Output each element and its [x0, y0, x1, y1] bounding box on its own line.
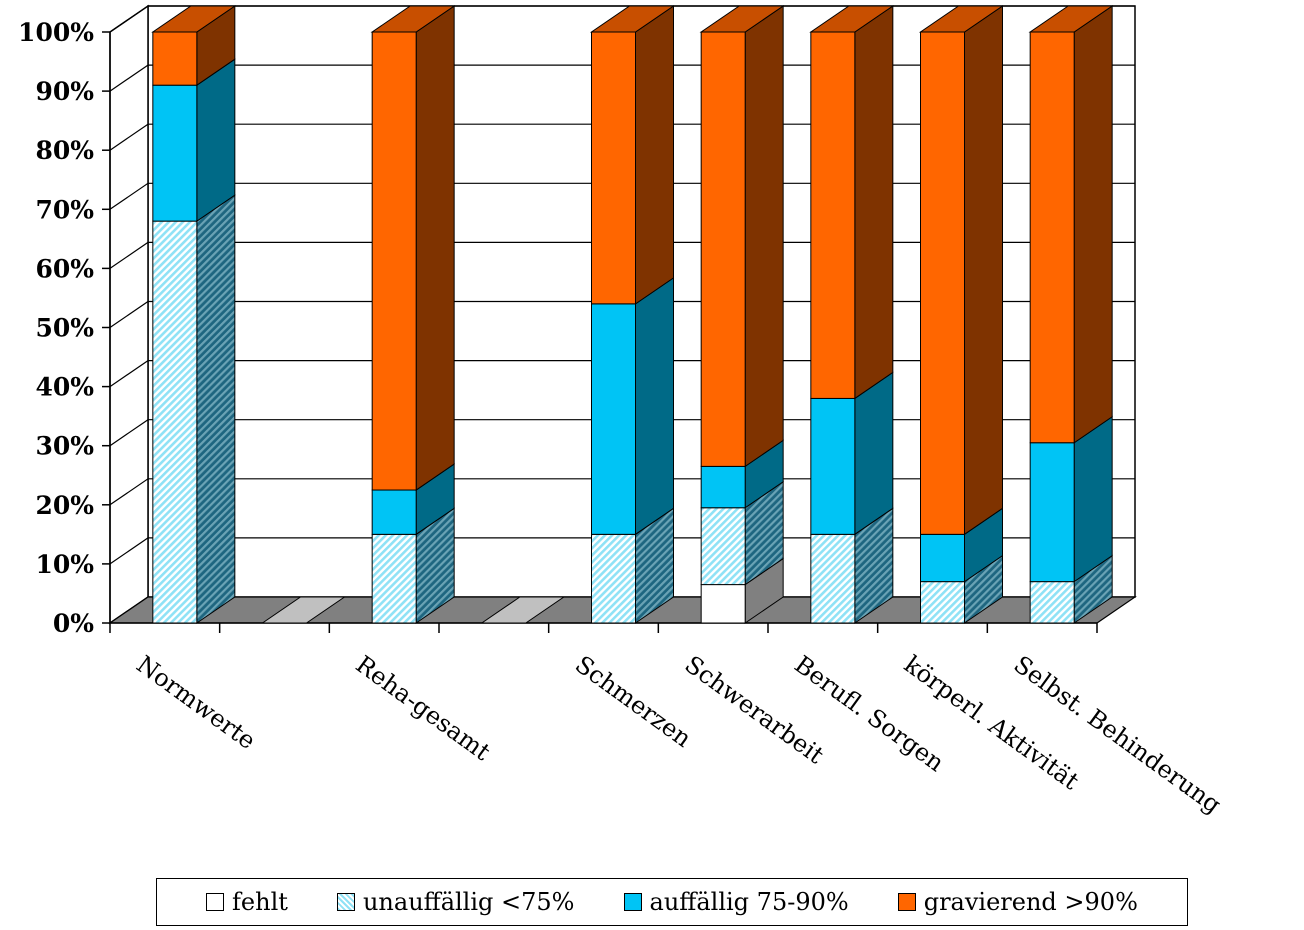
bar-segment-2 [591, 303, 636, 535]
y-axis-tick-labels: 0% 10% 20% 30% 40% 50% 60% 70% 80% 90% 100% [18, 18, 94, 638]
gridline [109, 300, 1135, 328]
bar-top [151, 5, 237, 33]
y-tick-label: 20% [35, 491, 94, 520]
bar-top [918, 5, 1005, 33]
legend-swatch-fehlt [206, 893, 225, 911]
bar-segment-3 [1029, 31, 1075, 444]
bar-top [699, 5, 785, 33]
bar-segment-1 [591, 533, 636, 624]
x-tick-label: Schmerzen [570, 650, 697, 753]
bar-segment-3 [810, 31, 856, 399]
y-tick-label: 100% [18, 18, 94, 47]
legend-item-gravierend: gravierend >90% [897, 888, 1138, 916]
bar-segment-1 [152, 220, 198, 624]
legend: fehlt unauffällig <75% auffällig 75-90% … [156, 878, 1188, 926]
bar-segment-2 [371, 489, 417, 535]
y-tick-label: 80% [35, 136, 94, 165]
bar-segment-3 [700, 31, 746, 467]
bar-segment-1 [1029, 581, 1075, 624]
legend-item-auffaellig: auffällig 75-90% [623, 888, 849, 916]
bar-segment-1 [920, 581, 965, 624]
x-tick-label: Normwerte [131, 650, 261, 755]
x-tick-label: Reha-gesamt [351, 650, 496, 766]
bar-segment-3 [591, 31, 636, 305]
bar-segment-2 [810, 397, 856, 535]
legend-swatch-auffaellig [623, 893, 642, 911]
y-tick-label: 40% [35, 373, 94, 402]
bar-side-3 [415, 5, 455, 491]
gridline [109, 123, 1135, 151]
gridline [109, 64, 1135, 92]
bar-side-2 [854, 371, 894, 536]
bar-segment-2 [700, 465, 746, 509]
bar-side-2 [196, 58, 236, 223]
x-axis-tick-labels: Normwerte Reha-gesamt SchmerzenSchwerarbei… [131, 650, 1226, 819]
y-tick-label: 10% [35, 550, 94, 579]
bar-side-3 [964, 5, 1003, 536]
bars [151, 5, 1114, 624]
gridline [109, 5, 1135, 33]
gridline [109, 537, 1135, 565]
y-tick-label: 70% [35, 195, 94, 224]
empty-bar-base [260, 596, 347, 624]
legend-label-auffaellig: auffällig 75-90% [649, 888, 849, 916]
bar-top [589, 5, 676, 33]
bar-top [809, 5, 895, 33]
bar-side-3 [744, 5, 784, 468]
bar-segment-1 [810, 533, 856, 624]
y-tick-label: 0% [53, 609, 94, 638]
gridline [109, 182, 1135, 210]
bar-segment-2 [920, 533, 965, 583]
gridline [109, 419, 1135, 447]
legend-item-unauffaellig: unauffällig <75% [336, 888, 575, 916]
stacked-bar-chart: 0% 10% 20% 30% 40% 50% 60% 70% 80% 90% 100% Normwe… [18, 4, 1226, 819]
gridlines [109, 5, 1135, 565]
bar-segment-2 [1029, 442, 1075, 583]
legend-label-gravierend: gravierend >90% [923, 888, 1138, 916]
gridline [109, 478, 1135, 506]
bar-side-1 [196, 194, 236, 624]
bar-segment-3 [920, 31, 965, 535]
bar-segment-1 [700, 507, 746, 586]
bar-side-3 [1073, 5, 1113, 444]
bar-side-2 [635, 276, 674, 536]
bar-segment-3 [371, 31, 417, 491]
bar-side-2 [1073, 415, 1113, 583]
bar-segment-2 [152, 84, 198, 222]
y-tick-label: 50% [35, 314, 94, 343]
bar-segment-1 [371, 533, 417, 624]
legend-swatch-unauffaellig [336, 893, 355, 911]
y-tick-label: 60% [35, 254, 94, 283]
bar-side-3 [854, 5, 894, 400]
bar-side-3 [635, 5, 674, 305]
y-tick-label: 30% [35, 432, 94, 461]
bar-top [370, 5, 456, 33]
y-tick-label: 90% [35, 77, 94, 106]
legend-label-unauffaellig: unauffällig <75% [362, 888, 575, 916]
bar-segment-3 [152, 31, 198, 86]
legend-label-fehlt: fehlt [232, 888, 288, 916]
bar-top [1028, 5, 1114, 33]
legend-swatch-gravierend [897, 893, 916, 911]
gridline [109, 241, 1135, 269]
legend-item-fehlt: fehlt [206, 888, 288, 916]
empty-bar-base [480, 596, 566, 624]
gridline [109, 360, 1135, 388]
x-tick-label: Selbst. Behinderung [1009, 650, 1227, 819]
bar-segment-0 [700, 584, 746, 624]
